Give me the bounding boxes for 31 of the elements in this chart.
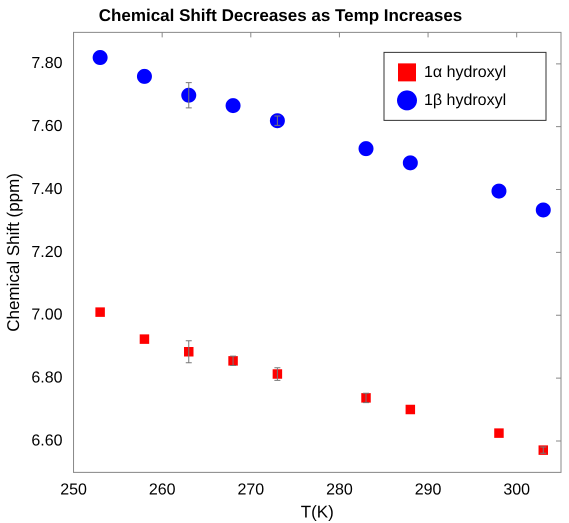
point xyxy=(140,334,150,344)
point xyxy=(136,68,152,84)
x-axis-title: T(K) xyxy=(300,502,334,522)
x-tick-label: 260 xyxy=(148,481,176,498)
x-tick-label: 270 xyxy=(237,481,264,498)
y-tick-label: 7.80 xyxy=(31,55,63,72)
point xyxy=(402,155,418,170)
point xyxy=(270,113,285,128)
legend-label: 1β hydroxyl xyxy=(424,92,506,109)
x-tick-label: 280 xyxy=(326,481,353,498)
y-tick-label: 7.20 xyxy=(31,244,63,261)
legend-label: 1α hydroxyl xyxy=(424,64,506,81)
y-tick-label: 7.60 xyxy=(31,118,63,136)
x-tick-label: 250 xyxy=(60,481,87,498)
y-tick-label: 7.40 xyxy=(31,180,63,198)
point xyxy=(95,307,105,317)
y-axis-title: Chemical Shift (ppm) xyxy=(4,173,23,332)
point xyxy=(92,50,108,66)
point xyxy=(536,202,551,218)
x-tick-label: 300 xyxy=(503,481,530,498)
y-tick-label: 6.60 xyxy=(31,432,63,450)
point xyxy=(491,184,506,199)
point xyxy=(494,428,504,438)
point xyxy=(406,404,416,414)
point xyxy=(358,141,374,156)
y-tick-label: 6.80 xyxy=(31,370,63,387)
y-tick-label: 7.00 xyxy=(31,306,63,324)
point xyxy=(226,98,241,114)
chart-title: Chemical Shift Decreases as Temp Increases xyxy=(98,6,462,25)
x-tick-label: 290 xyxy=(414,481,442,498)
point xyxy=(181,88,196,103)
